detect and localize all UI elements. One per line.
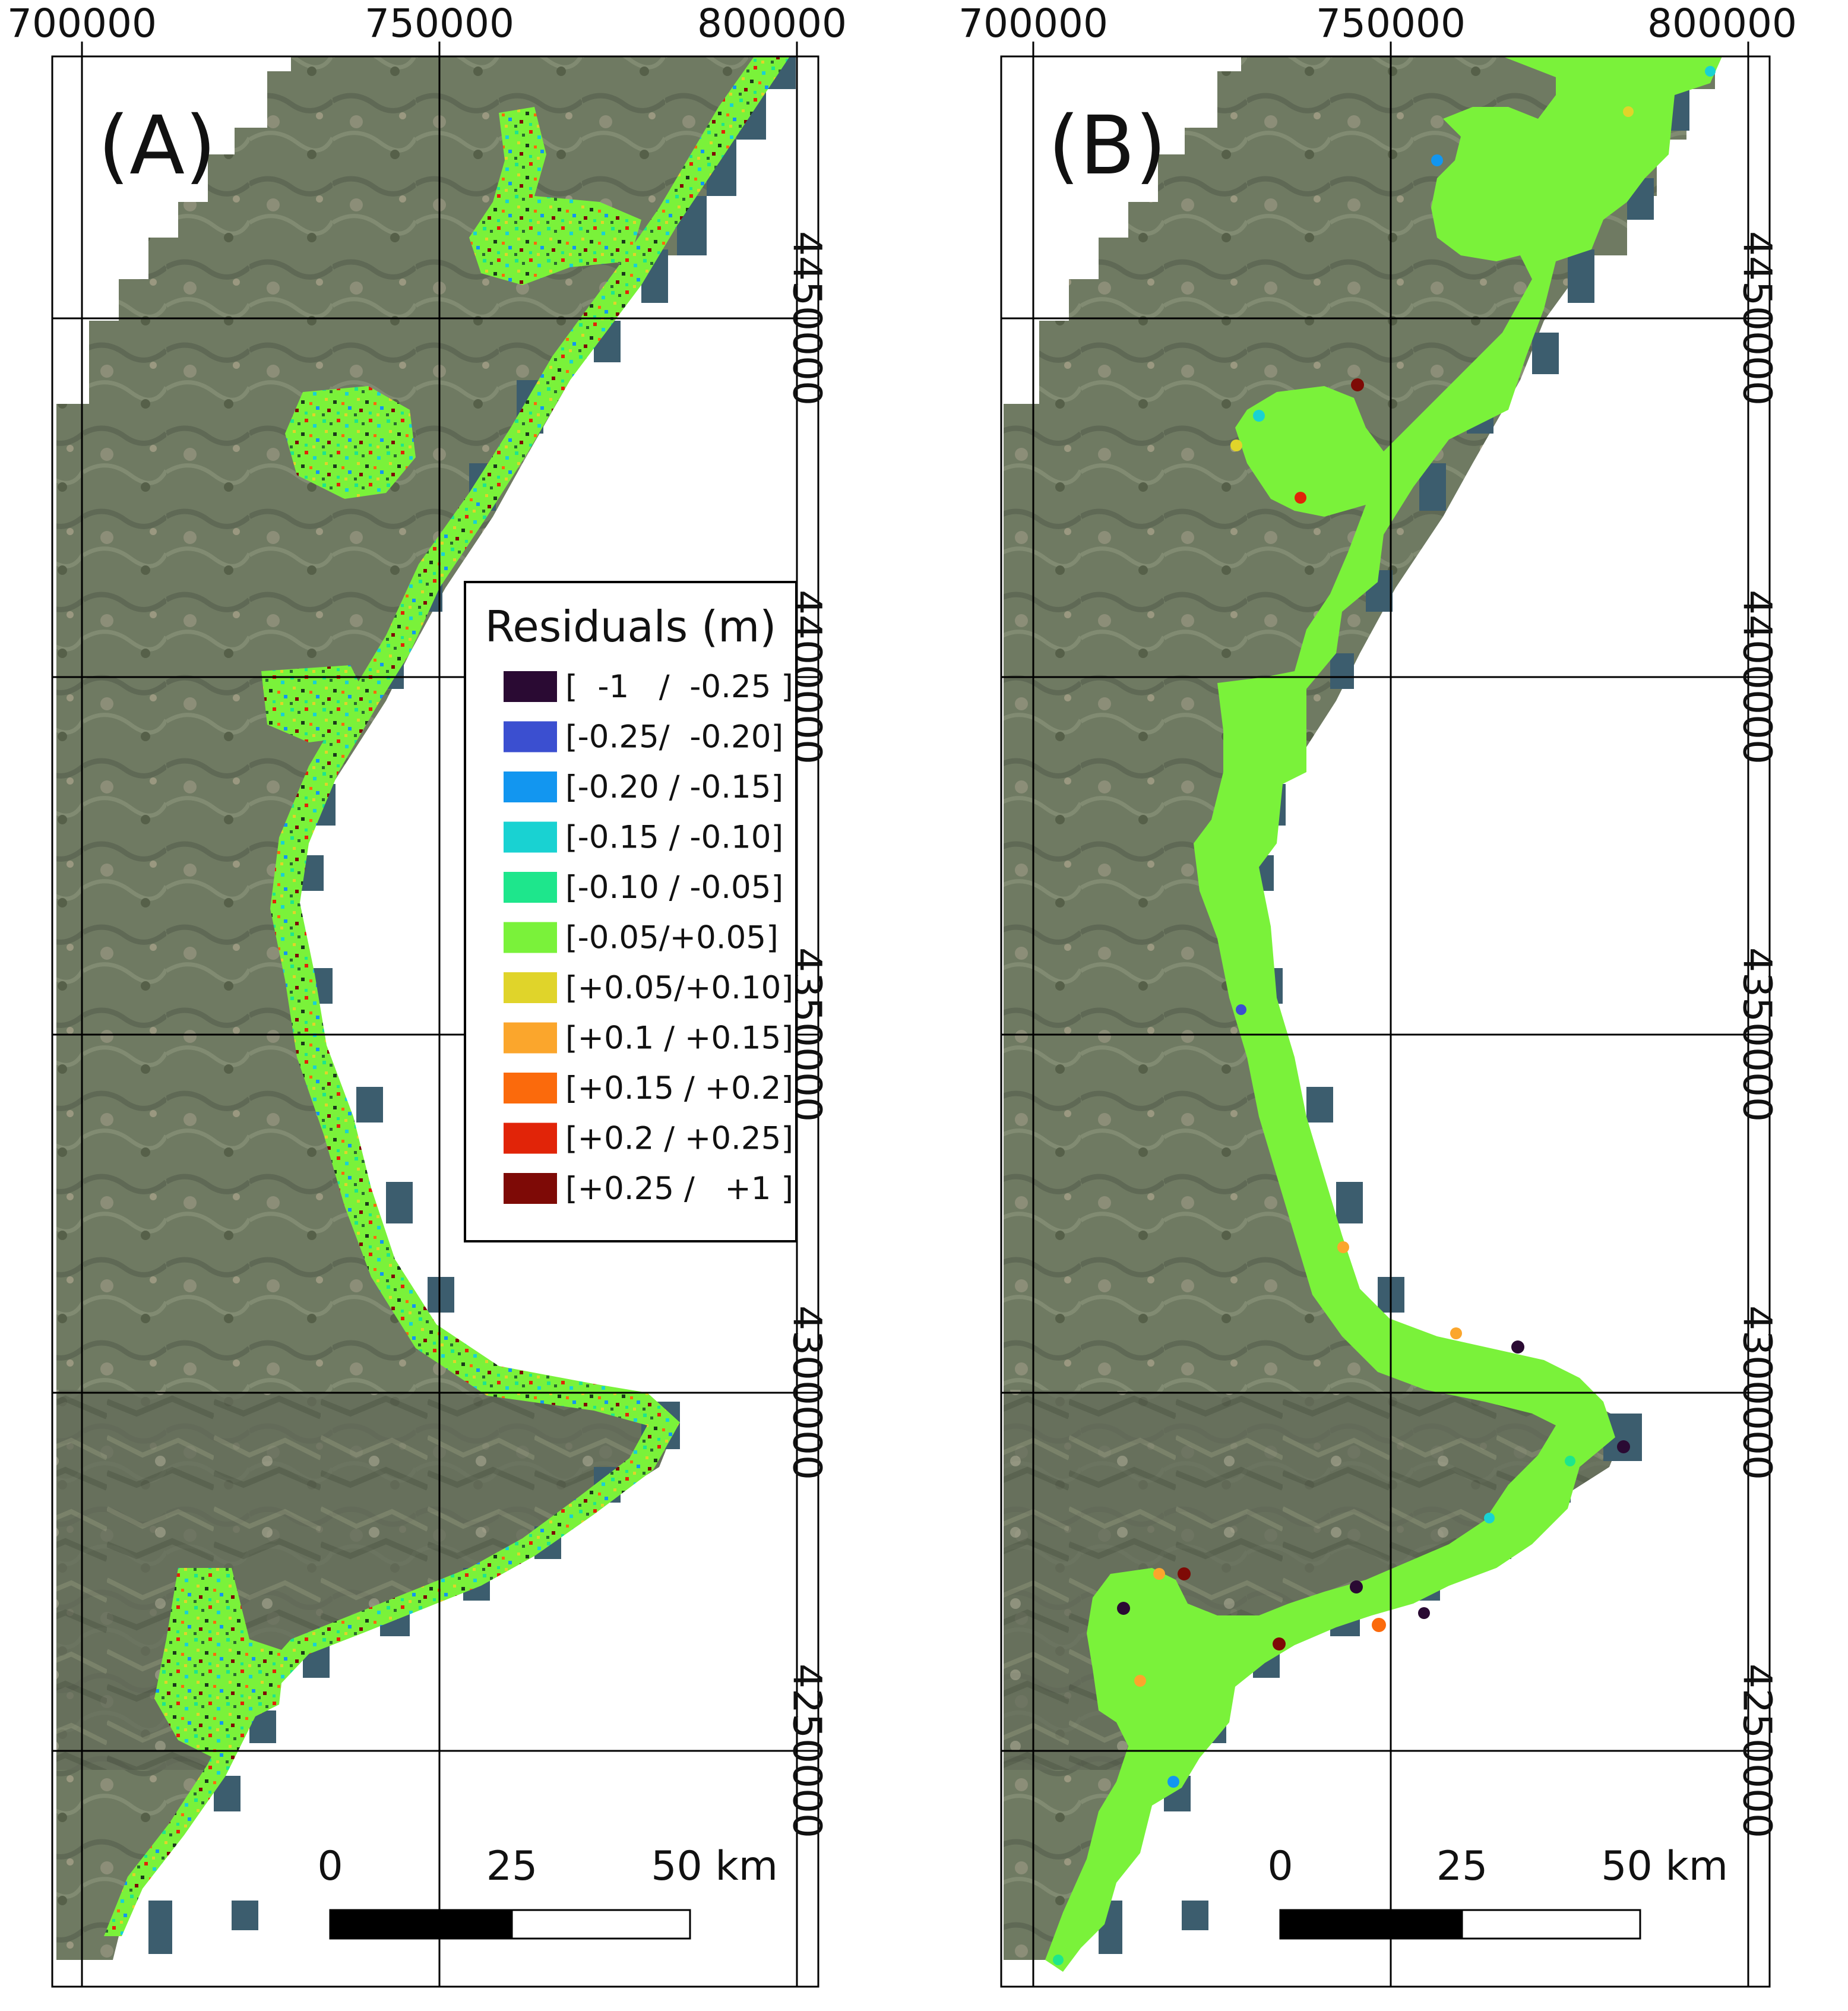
legend-swatch [504,1022,557,1054]
legend-item-label: [+0.05/+0.10] [565,970,793,1006]
outlier-point [1134,1675,1146,1687]
outlier-point [1511,1340,1524,1354]
scale-label: 25 [486,1843,538,1890]
scale-bar: 0 25 50 km [1267,1843,1728,1940]
residual-band [104,56,790,1936]
outlier-points [1053,66,1716,1965]
outlier-point [1350,1580,1363,1593]
legend-title: Residuals (m) [485,602,777,652]
legend-item-label: [+0.15 / +0.2] [565,1070,793,1106]
y-tick-label: 4250000 [784,1664,830,1838]
x-tick-label: 750000 [365,1,514,46]
scale-label: 50 km [1601,1843,1728,1890]
outlier-point [1617,1440,1630,1453]
legend-swatch [504,1123,557,1154]
legend-swatch [504,721,557,752]
legend-swatch [504,771,557,802]
outlier-point [1565,1456,1575,1466]
x-tick-label: 700000 [7,1,157,46]
scale-bar-filled [329,1909,513,1940]
outlier-point [1418,1607,1430,1619]
outlier-point [1117,1602,1130,1615]
outlier-point [1351,378,1364,391]
x-tick-label: 700000 [958,1,1108,46]
legend-swatch [504,972,557,1003]
grid-lines [1000,42,1771,1988]
y-tick-label: 4450000 [784,231,830,406]
legend-item-label: [+0.25 / +1 ] [565,1171,793,1207]
outlier-point [1273,1637,1286,1650]
x-tick-label: 800000 [1647,1,1797,46]
legend-item-label: [-0.10 / -0.05] [565,869,783,906]
x-tick-label: 800000 [697,1,847,46]
legend-item-label: [-0.20 / -0.15] [565,769,783,805]
y-tick-label: 4400000 [1735,590,1780,764]
outlier-point [1705,66,1716,77]
panel-b: 700000 750000 800000 4450000 4400000 435… [958,1,1797,1988]
legend-swatch [504,1173,557,1204]
outlier-point [1623,106,1634,117]
y-tick-label: 4300000 [1735,1305,1780,1480]
outlier-point [1295,492,1306,504]
outlier-point [1253,410,1265,422]
outlier-point [1337,1241,1349,1253]
outlier-point [1053,1955,1064,1965]
land-area-south [1004,1390,1627,1770]
scale-label: 0 [317,1843,343,1890]
scale-label: 0 [1267,1843,1293,1890]
no-data-area [56,56,291,404]
outlier-point [1230,439,1242,451]
outlier-point [1236,1004,1246,1015]
legend: Residuals (m) [ -1 / -0.25 ] [-0.25/ -0.2… [464,581,798,1242]
outlier-point [1450,1327,1462,1339]
outlier-point [1431,154,1443,166]
outlier-point [1372,1618,1386,1632]
legend-item-label: [-0.25/ -0.20] [565,719,783,755]
legend-item-label: [-0.15 / -0.10] [565,820,783,856]
outlier-point [1153,1568,1165,1580]
scale-bar-filled [1279,1909,1463,1940]
panel-a: 700000 750000 800000 4450000 4400000 435… [7,1,847,1988]
y-axis-labels: 4450000 4400000 4350000 4300000 4250000 [1735,231,1780,1838]
outlier-point [1167,1776,1179,1788]
residual-band [1045,56,1722,1972]
scale-label: 50 km [651,1843,778,1890]
panel-label: (B) [1048,99,1166,193]
legend-swatch [504,671,557,702]
legend-swatch [504,922,557,953]
y-tick-label: 4300000 [784,1305,830,1480]
land-area-south [56,1390,677,1770]
legend-item-label: [+0.1 / +0.15] [565,1020,793,1057]
x-axis-labels: 700000 750000 800000 [7,1,847,46]
scale-bar: 0 25 50 km [317,1843,778,1940]
legend-item-label: [+0.2 / +0.25] [565,1121,793,1157]
y-tick-label: 4350000 [1735,947,1780,1122]
x-axis-labels: 700000 750000 800000 [958,1,1797,46]
legend-swatch [504,872,557,903]
no-data-area [1004,56,1241,404]
y-tick-label: 4250000 [1735,1664,1780,1838]
legend-swatch [504,821,557,853]
legend-swatch [504,1073,557,1103]
outlier-point [1484,1513,1495,1523]
legend-items: [ -1 / -0.25 ] [-0.25/ -0.20] [-0.20 / -0.… [504,669,793,1207]
outlier-point [1178,1567,1191,1580]
y-tick-label: 4450000 [1735,231,1780,406]
legend-item-label: [-0.05/+0.05] [565,920,779,956]
scale-label: 25 [1436,1843,1488,1890]
scale-bar-empty [1461,1909,1641,1940]
scale-bar-empty [511,1909,691,1940]
x-tick-label: 750000 [1316,1,1466,46]
panel-label: (A) [98,99,216,193]
legend-item-label: [ -1 / -0.25 ] [565,669,793,705]
